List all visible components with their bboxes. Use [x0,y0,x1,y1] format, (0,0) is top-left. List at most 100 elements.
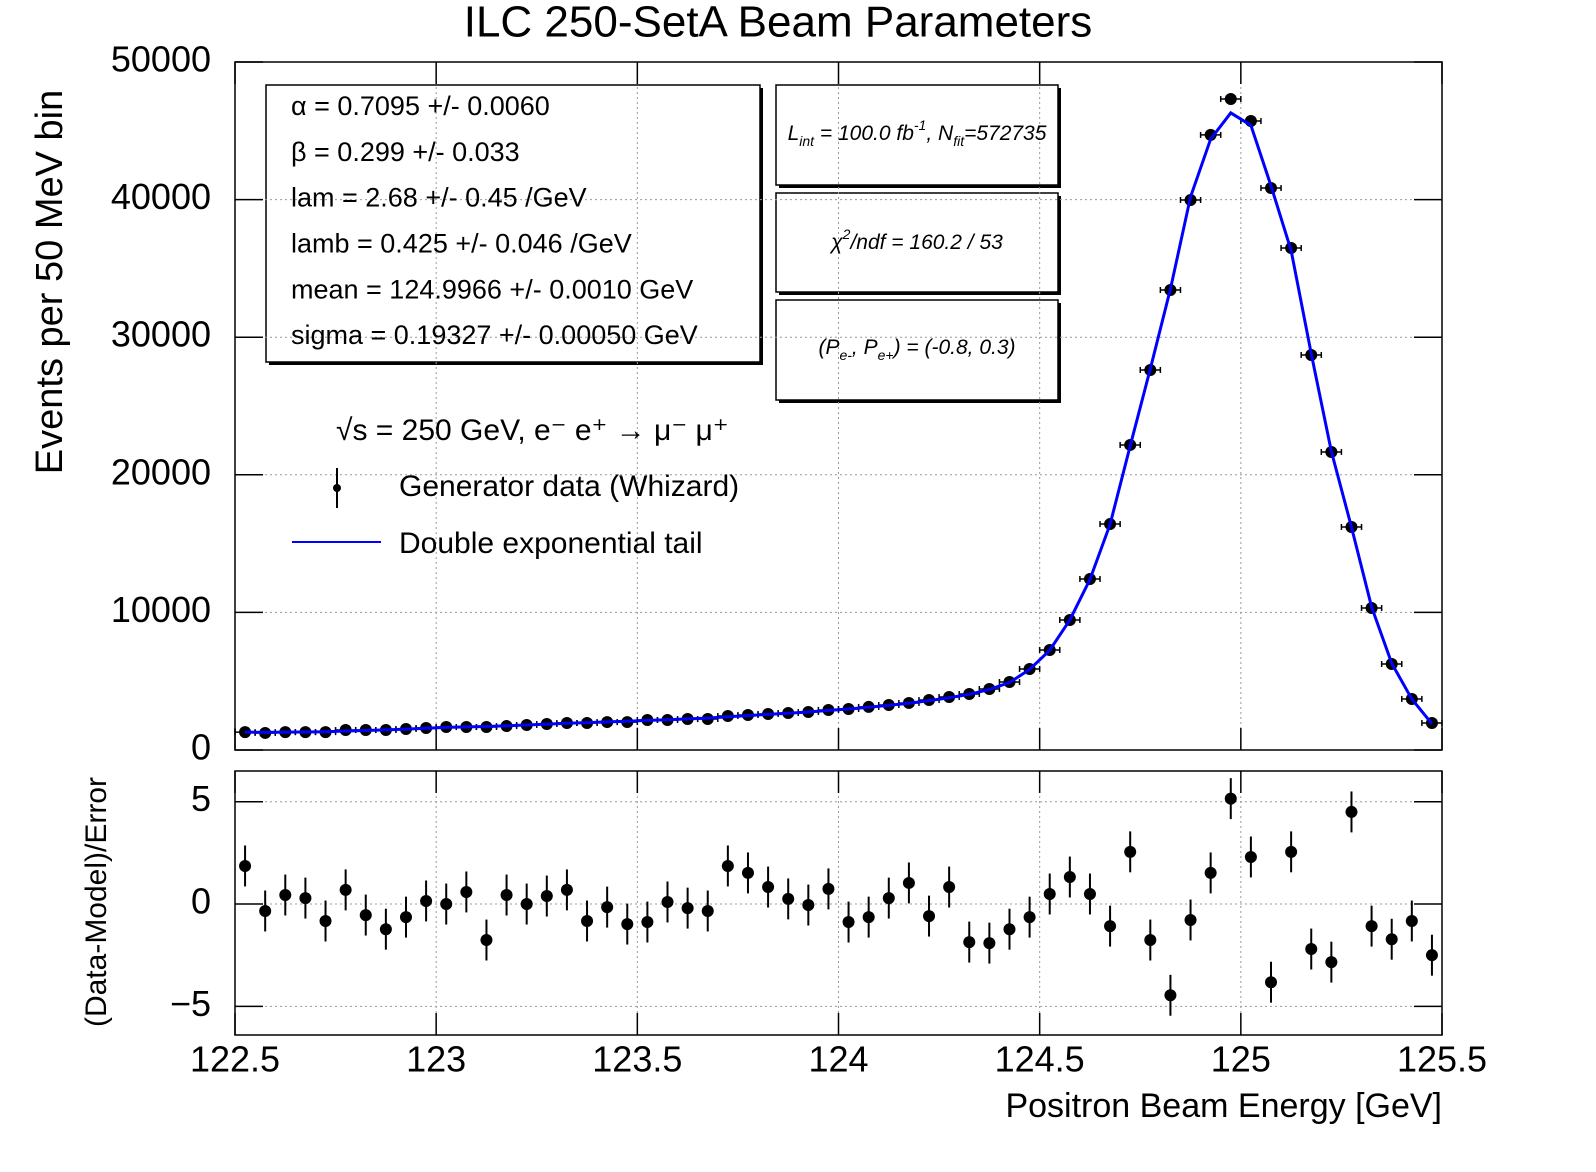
data-point [802,899,815,912]
annotation-part: = 100.0 fb [814,122,914,145]
data-point [1405,915,1418,928]
fit-parameter: lam = 2.68 +/- 0.45 /GeV [291,183,587,213]
data-point [842,916,855,929]
legend-title: √s = 250 GeV, e⁻ e⁺ → μ⁻ μ⁺ [336,414,729,447]
annotation-part: e- [839,347,852,363]
y-tick-label: 50000 [111,39,211,80]
fit-parameter: β = 0.299 +/- 0.033 [291,137,520,167]
data-point [1345,805,1358,818]
legend-box [270,402,775,574]
data-point [379,923,392,936]
x-tick-label: 123 [406,1039,466,1080]
data-point [339,883,352,896]
x-tick-label: 124.5 [995,1039,1085,1080]
fit-parameter: mean = 124.9966 +/- 0.0010 GeV [291,274,693,304]
data-point [1244,850,1257,863]
data-point [862,911,875,924]
y-tick-label: 30000 [111,314,211,355]
data-point [460,885,473,898]
annotation-part: /ndf = 160.2 / 53 [848,231,1003,254]
data-point [1164,989,1177,1002]
legend-marker [333,484,341,492]
y-axis-title: Events per 50 MeV bin [29,90,71,474]
data-point [1003,923,1016,936]
data-point [581,915,594,928]
annotation: (Pe-, Pe+) = (-0.8, 0.3) [818,336,1015,363]
data-point [1104,920,1117,933]
data-point [259,904,272,917]
data-point [1325,956,1338,969]
data-point [923,910,936,923]
data-point [299,892,312,905]
y-tick-label: 0 [191,881,211,922]
fit-box [265,84,761,363]
annotation-box [775,84,1059,186]
annotation: Lint = 100.0 fb-1, Nfit=572735 [788,117,1047,149]
data-point [239,859,252,872]
fit-parameter: sigma = 0.19327 +/- 0.00050 GeV [291,320,698,350]
plot-frame [234,61,1443,751]
data-point [1043,887,1056,900]
data-point [902,876,915,889]
data-point [822,882,835,895]
data-point [1184,913,1197,926]
annotation-part: int [799,133,815,149]
data-point [1305,943,1318,956]
data-point [1204,128,1217,141]
data-point [560,883,573,896]
fit-parameter: α = 0.7095 +/- 0.0060 [291,91,550,121]
data-point [1083,887,1096,900]
data-point [621,918,634,931]
data-point [1023,911,1036,924]
x-tick-label: 122.5 [190,1039,280,1080]
data-point [420,894,433,907]
y-tick-label: 0 [191,727,211,768]
y-tick-label: 5 [191,778,211,819]
data-point [782,892,795,905]
data-point [440,898,453,911]
chart-title: ILC 250-SetA Beam Parameters [464,0,1093,47]
annotation-box [775,299,1059,401]
fit-parameter: lamb = 0.425 +/- 0.046 /GeV [291,229,632,259]
fit-line [245,110,1434,734]
y-tick-label: 20000 [111,451,211,492]
data-point [1224,93,1237,106]
annotation-box [775,192,1059,293]
annotation-part: fit [953,133,965,149]
data-point [520,898,533,911]
data-point [681,902,694,915]
data-point [1144,934,1157,947]
data-point [1365,920,1378,933]
data-point [661,895,674,908]
annotation-part: ) = (-0.8, 0.3) [891,336,1016,359]
data-point [500,889,513,902]
data-point [540,890,553,903]
data-point [399,911,412,924]
data-point [359,909,372,922]
plot-frame [234,770,1443,1036]
data-point [1425,949,1438,962]
data-point [480,934,493,947]
data-point [1224,792,1237,805]
annotation-part: L [788,122,800,145]
data-point [943,881,956,894]
x-tick-label: 123.5 [592,1039,682,1080]
y-tick-label: −5 [170,983,211,1024]
x-tick-label: 125.5 [1397,1039,1487,1080]
annotation-part: (P [818,336,839,359]
annotation-part: 2 [842,226,851,242]
data-point [319,915,332,928]
data-point [963,936,976,949]
data-point [1265,976,1278,989]
data-point [601,901,614,914]
data-point [983,937,996,950]
annotation: χ2/ndf = 160.2 / 53 [829,226,1003,254]
x-tick-label: 124 [808,1039,868,1080]
annotation-part: =572735 [964,122,1047,145]
annotation-part: , P [852,336,878,359]
data-point [1124,845,1137,858]
data-point [279,889,292,902]
data-point [1204,866,1217,879]
annotation-part: -1 [914,117,926,133]
